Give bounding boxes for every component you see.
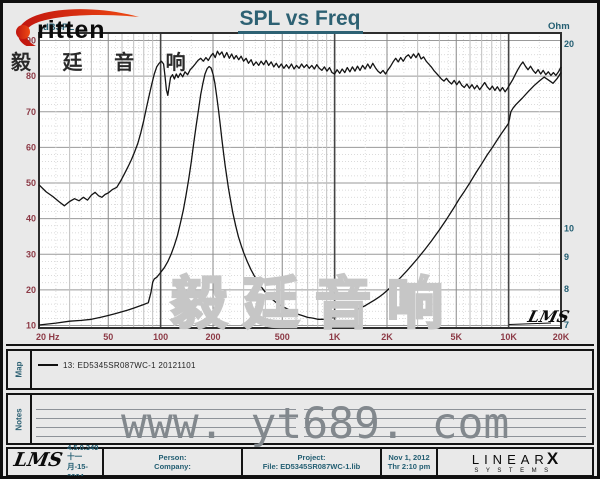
svg-text:50: 50 bbox=[26, 178, 36, 188]
svg-text:80: 80 bbox=[26, 71, 36, 81]
legend-panel-sidebar: Map bbox=[8, 351, 32, 388]
logo-swoosh-icon bbox=[16, 9, 139, 46]
brand-logo: ritten 毅 廷 音 响 bbox=[11, 6, 186, 78]
footer-version-section: LMS 4.5.0.349 十一月-15-2004 bbox=[8, 443, 104, 476]
notes-panel: Notes bbox=[6, 393, 594, 445]
chart-bottom-divider bbox=[6, 344, 594, 346]
print-date: Nov 1, 2012 bbox=[388, 452, 430, 462]
page-title: SPL vs Freq bbox=[3, 7, 597, 34]
svg-text:90: 90 bbox=[26, 36, 36, 46]
svg-text:30: 30 bbox=[26, 249, 36, 259]
legend-line-swatch-icon bbox=[38, 364, 58, 366]
svg-text:10K: 10K bbox=[500, 332, 517, 342]
svg-text:40: 40 bbox=[26, 214, 36, 224]
svg-text:1K: 1K bbox=[329, 332, 341, 342]
svg-text:70: 70 bbox=[26, 107, 36, 117]
svg-text:60: 60 bbox=[26, 142, 36, 152]
svg-text:10: 10 bbox=[26, 321, 36, 331]
linearx-x: X bbox=[546, 449, 559, 469]
lms-plot-signature: LMS bbox=[525, 307, 571, 326]
svg-text:20: 20 bbox=[26, 285, 36, 295]
linearx-systems: SYSTEMS bbox=[474, 468, 556, 475]
software-date: 十一月-15-2004 bbox=[67, 452, 88, 479]
notes-panel-label: Notes bbox=[14, 407, 24, 431]
legend-entry: 13: ED5345SR087WC-1 20121101 bbox=[38, 359, 592, 371]
svg-text:50: 50 bbox=[103, 332, 113, 342]
svg-text:7: 7 bbox=[564, 320, 569, 330]
footer-datetime-section: Nov 1, 2012 Thr 2:10 pm bbox=[382, 449, 438, 475]
logo-chinese-text: 毅 廷 音 响 bbox=[11, 52, 199, 74]
file-label: File: ED5345SR087WC-1.lib bbox=[262, 462, 361, 471]
svg-text:20K: 20K bbox=[553, 332, 570, 342]
notes-rules-right bbox=[304, 401, 586, 445]
project-label: Project: bbox=[297, 452, 326, 462]
svg-text:dBSPL: dBSPL bbox=[43, 22, 74, 33]
svg-text:100: 100 bbox=[153, 332, 168, 342]
software-version: 4.5.0.349 bbox=[67, 442, 99, 452]
notes-rules-left bbox=[36, 401, 296, 445]
footer-project-section: Project: File: ED5345SR087WC-1.lib bbox=[243, 449, 382, 475]
svg-text:Ohm: Ohm bbox=[548, 21, 570, 32]
website-watermark: www. yt689. com bbox=[121, 399, 510, 449]
legend-panel: Map 13: ED5345SR087WC-1 20121101 bbox=[6, 349, 594, 390]
notes-panel-sidebar: Notes bbox=[8, 395, 32, 443]
svg-text:500: 500 bbox=[275, 332, 290, 342]
chart-title: SPL vs Freq bbox=[237, 7, 363, 34]
svg-text:200: 200 bbox=[205, 332, 220, 342]
chart-watermark: 毅廷音响 bbox=[170, 271, 459, 337]
svg-text:5K: 5K bbox=[450, 332, 462, 342]
status-footer: LMS 4.5.0.349 十一月-15-2004 Person: Compan… bbox=[6, 443, 594, 476]
footer-person-section: Person: Company: bbox=[104, 449, 243, 475]
notes-ruled-area bbox=[32, 395, 592, 445]
spl-vs-freq-chart: 10 20 30 40 50 60 70 80 90 7 8 9 10 20 20 Hz 50 100 200 50… bbox=[26, 21, 574, 342]
lms-logo: LMS bbox=[12, 449, 65, 472]
svg-text:9: 9 bbox=[564, 252, 569, 262]
print-time: Thr 2:10 pm bbox=[387, 462, 431, 471]
legend-entry-label: 13: ED5345SR087WC-1 20121101 bbox=[63, 360, 196, 370]
svg-text:20 Hz: 20 Hz bbox=[36, 332, 60, 342]
legend-panel-label: Map bbox=[14, 361, 24, 378]
company-label: Company: bbox=[154, 462, 191, 471]
svg-text:8: 8 bbox=[564, 284, 569, 294]
svg-text:20: 20 bbox=[564, 39, 574, 49]
linearx-logo: LINEAR X SYSTEMS bbox=[438, 449, 592, 475]
svg-text:10: 10 bbox=[564, 223, 574, 233]
svg-text:2K: 2K bbox=[381, 332, 393, 342]
linearx-name: LINEAR bbox=[471, 452, 549, 468]
person-label: Person: bbox=[158, 452, 187, 462]
logo-wordmark: ritten bbox=[37, 16, 106, 44]
